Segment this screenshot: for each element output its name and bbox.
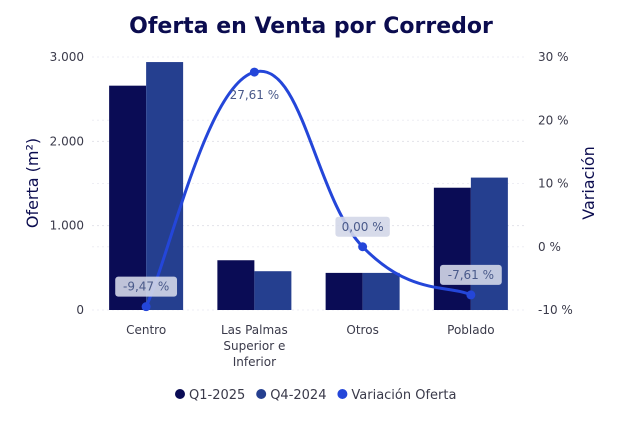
variation-point [358, 242, 368, 252]
y2-axis-title: Variación [579, 146, 598, 220]
bar-q1-2025 [109, 85, 147, 310]
x-tick-label: Centro [126, 323, 166, 337]
y-axis-right: -10 % 0 % 10 % 20 % 30 % [538, 50, 573, 317]
x-tick-label: Otros [346, 323, 378, 337]
bar-q4-2024 [254, 271, 292, 310]
legend-item[interactable]: Q4-2024 [256, 388, 326, 403]
legend[interactable]: Q1-2025 Q4-2024 Variación Oferta [175, 388, 456, 403]
y2-tick-label: 10 % [538, 177, 569, 191]
x-axis: Centro Las Palmas Superior e Inferior Otros P… [126, 323, 495, 369]
x-tick-label: Las Palmas Superior e Inferior [221, 323, 288, 369]
y-axis-left: 0 1.000 2.000 3.000 [50, 50, 84, 317]
legend-item[interactable]: Variación Oferta [337, 388, 456, 403]
data-label: 27,61 % [230, 88, 280, 102]
legend-label: Q4-2024 [270, 388, 326, 403]
y2-tick-label: 30 % [538, 50, 569, 64]
data-label: -9,47 % [123, 280, 169, 294]
data-label-box [115, 276, 178, 297]
variation-point [466, 290, 476, 300]
chart-title: Oferta en Venta por Corredor [129, 14, 493, 39]
y2-tick-label: 20 % [538, 113, 569, 127]
x-tick-label: Poblado [447, 323, 494, 337]
y2-tick-label: 0 % [538, 240, 561, 254]
variation-line: -9,47 % 27,61 % 0,00 % -7,61 % [115, 67, 502, 312]
legend-item[interactable]: Q1-2025 [175, 388, 245, 403]
data-label: 0,00 % [342, 220, 384, 234]
legend-label: Q1-2025 [189, 388, 245, 403]
y-tick-label: 2.000 [50, 134, 84, 148]
legend-marker [175, 389, 185, 399]
variation-line-path [144, 69, 473, 309]
bar-q1-2025 [217, 260, 255, 310]
y-axis-title: Oferta (m²) [23, 138, 42, 228]
data-label: -7,61 % [448, 268, 494, 282]
variation-point [249, 67, 259, 77]
legend-marker [256, 389, 267, 399]
bar-q4-2024 [146, 62, 184, 311]
bar-q1-2025 [325, 272, 363, 310]
y-tick-label: 3.000 [50, 50, 84, 64]
y2-tick-label: -10 % [538, 303, 573, 317]
data-label-box [439, 264, 502, 285]
data-label-box [335, 216, 390, 237]
bars [109, 62, 508, 311]
bar-q4-2024 [362, 272, 400, 310]
legend-label: Variación Oferta [351, 388, 456, 403]
legend-marker [337, 389, 348, 399]
variation-point [141, 302, 151, 312]
y-tick-label: 0 [76, 303, 84, 317]
bar-q4-2024 [470, 177, 508, 310]
y-tick-label: 1.000 [50, 219, 84, 233]
